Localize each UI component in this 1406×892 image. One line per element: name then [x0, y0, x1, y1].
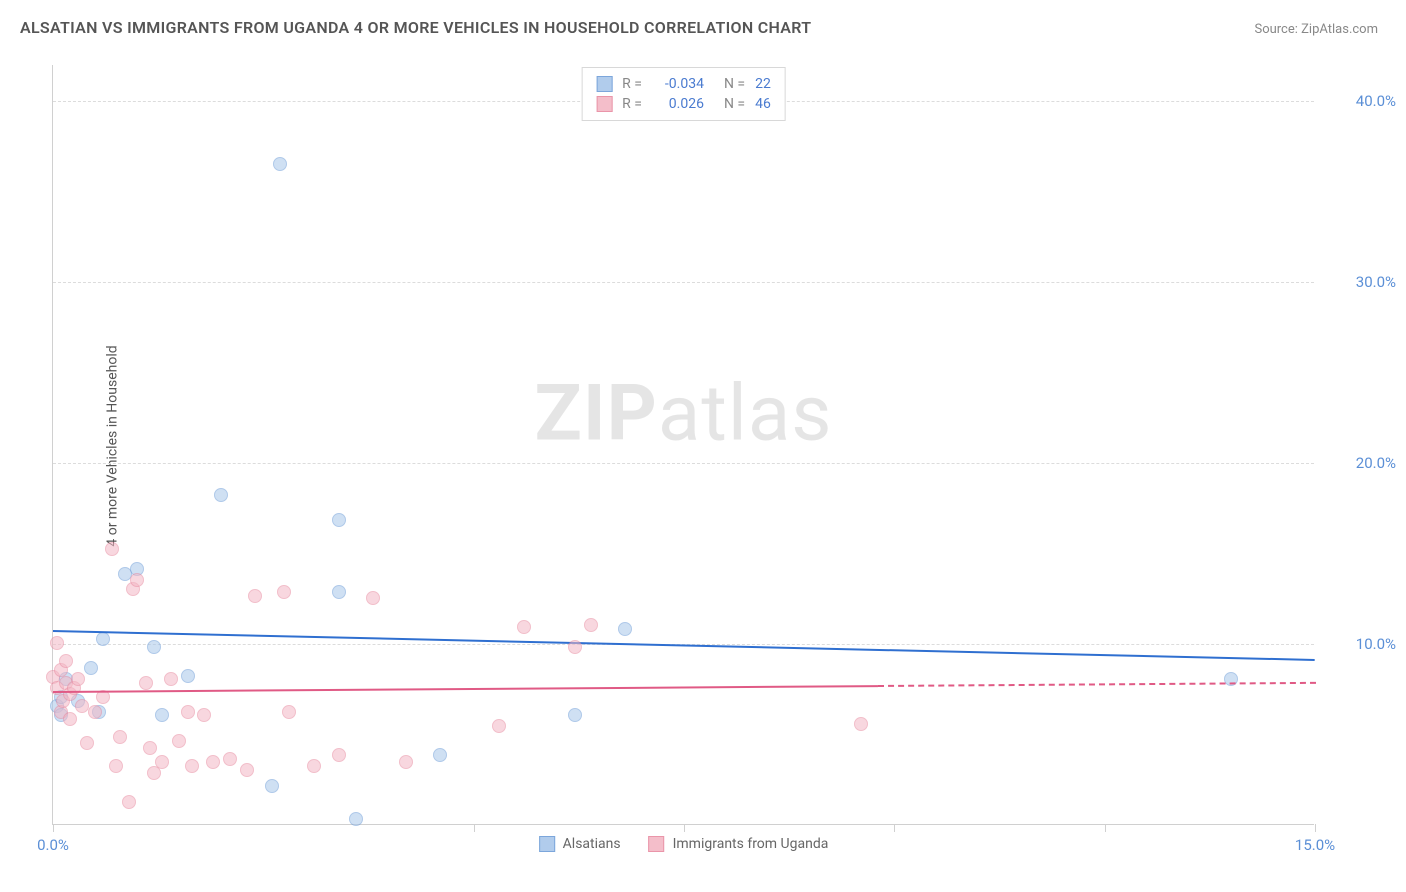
legend-label: Alsatians: [563, 836, 621, 852]
data-point: [618, 622, 632, 636]
data-point: [113, 730, 127, 744]
data-point: [366, 591, 380, 605]
legend-item: Immigrants from Uganda: [649, 836, 829, 852]
series-legend: Alsatians Immigrants from Uganda: [539, 836, 829, 852]
data-point: [248, 589, 262, 603]
data-point: [332, 585, 346, 599]
data-point: [139, 676, 153, 690]
data-point: [63, 712, 77, 726]
data-point: [130, 573, 144, 587]
legend-item: Alsatians: [539, 836, 621, 852]
legend-swatch: [649, 836, 665, 852]
x-tick: [1105, 824, 1106, 832]
gridline: [53, 463, 1314, 464]
data-point: [214, 488, 228, 502]
data-point: [307, 759, 321, 773]
y-tick-label: 10.0%: [1326, 635, 1396, 653]
x-tick: [53, 824, 54, 832]
data-point: [122, 795, 136, 809]
data-point: [181, 669, 195, 683]
data-point: [492, 719, 506, 733]
data-point: [584, 618, 598, 632]
data-point: [240, 763, 254, 777]
gridline: [53, 282, 1314, 283]
data-point: [223, 752, 237, 766]
data-point: [265, 779, 279, 793]
chart-title: ALSATIAN VS IMMIGRANTS FROM UGANDA 4 OR …: [20, 18, 811, 37]
legend-swatch: [596, 96, 612, 112]
data-point: [105, 542, 119, 556]
data-point: [109, 759, 123, 773]
data-point: [517, 620, 531, 634]
data-point: [143, 741, 157, 755]
x-tick-label: 15.0%: [1295, 836, 1335, 854]
data-point: [88, 705, 102, 719]
watermark: ZIPatlas: [534, 369, 832, 460]
y-tick-label: 40.0%: [1326, 92, 1396, 110]
data-point: [96, 632, 110, 646]
data-point: [147, 640, 161, 654]
data-point: [155, 708, 169, 722]
data-point: [80, 736, 94, 750]
x-tick: [684, 824, 685, 832]
x-tick: [894, 824, 895, 832]
data-point: [399, 755, 413, 769]
data-point: [181, 705, 195, 719]
data-point: [277, 585, 291, 599]
legend-swatch: [596, 76, 612, 92]
data-point: [568, 640, 582, 654]
data-point: [568, 708, 582, 722]
x-tick: [1315, 824, 1316, 832]
trend-line: [877, 682, 1315, 687]
data-point: [59, 654, 73, 668]
legend-row: R =-0.034N =22: [596, 74, 771, 94]
data-point: [71, 672, 85, 686]
data-point: [282, 705, 296, 719]
data-point: [197, 708, 211, 722]
y-tick-label: 30.0%: [1326, 273, 1396, 291]
x-tick: [474, 824, 475, 832]
data-point: [185, 759, 199, 773]
data-point: [164, 672, 178, 686]
trend-line: [53, 685, 878, 693]
data-point: [854, 717, 868, 731]
data-point: [172, 734, 186, 748]
legend-swatch: [539, 836, 555, 852]
data-point: [332, 513, 346, 527]
data-point: [273, 157, 287, 171]
legend-label: Immigrants from Uganda: [673, 836, 829, 852]
data-point: [206, 755, 220, 769]
data-point: [155, 755, 169, 769]
data-point: [84, 661, 98, 675]
x-tick-label: 0.0%: [37, 836, 69, 854]
data-point: [349, 812, 363, 826]
y-tick-label: 20.0%: [1326, 454, 1396, 472]
data-point: [433, 748, 447, 762]
data-point: [50, 636, 64, 650]
legend-row: R =0.026N =46: [596, 94, 771, 114]
data-point: [332, 748, 346, 762]
correlation-legend: R =-0.034N =22R =0.026N =46: [581, 67, 786, 121]
source-label: Source: ZipAtlas.com: [1254, 22, 1378, 37]
plot-area: ZIPatlas R =-0.034N =22R =0.026N =46 Als…: [52, 65, 1314, 825]
